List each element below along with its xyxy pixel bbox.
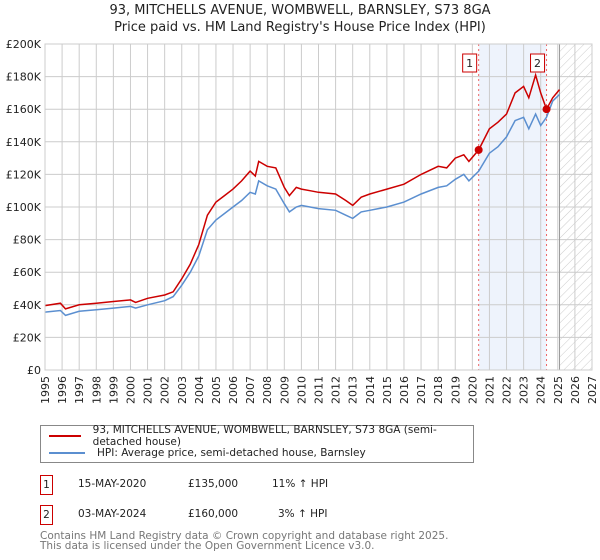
x-tick-label: 2009 xyxy=(278,376,291,404)
footer-copyright: Contains HM Land Registry data © Crown c… xyxy=(40,530,449,542)
sale-label-box xyxy=(530,53,546,73)
x-tick-label: 2005 xyxy=(210,376,223,404)
x-tick-label: 2015 xyxy=(381,376,394,404)
x-tick-label: 2014 xyxy=(364,376,377,404)
x-tick-label: 2027 xyxy=(586,376,599,404)
x-tick-label: 2011 xyxy=(313,376,326,404)
x-tick-label: 2008 xyxy=(261,376,274,404)
x-tick-label: 2006 xyxy=(227,376,240,404)
transaction-hpi: 3% ↑ HPI xyxy=(278,508,328,520)
transaction-price: £135,000 xyxy=(188,478,239,490)
x-tick-label: 1996 xyxy=(56,376,69,404)
y-tick-label: £140K xyxy=(6,136,42,149)
x-tick-label: 2001 xyxy=(142,376,155,404)
sale-label: 1 xyxy=(462,53,478,73)
hpi-series-line xyxy=(44,93,561,317)
x-tick-label: 2007 xyxy=(244,376,257,404)
chart-subtitle: Price paid vs. HM Land Registry's House … xyxy=(114,20,486,35)
x-tick-label: 2016 xyxy=(398,376,411,404)
chart-title: 93, MITCHELLS AVENUE, WOMBWELL, BARNSLEY… xyxy=(109,3,491,18)
transaction-date: 15-MAY-2020 xyxy=(78,478,147,490)
x-tick-label: 2023 xyxy=(518,376,531,404)
x-tick-label: 2004 xyxy=(193,376,206,404)
sale-label: 2 xyxy=(530,53,546,73)
legend: 93, MITCHELLS AVENUE, WOMBWELL, BARNSLEY… xyxy=(40,424,474,463)
footer: Contains HM Land Registry data © Crown c… xyxy=(40,530,449,552)
x-tick-label: 2000 xyxy=(124,376,137,404)
y-tick-label: £20K xyxy=(13,331,42,344)
y-tick-label: £160K xyxy=(6,103,42,116)
x-tick-label: 2018 xyxy=(432,376,445,404)
transaction-badge: 1 xyxy=(40,475,53,495)
x-tick-label: 2010 xyxy=(295,376,308,404)
y-tick-label: £200K xyxy=(6,38,42,51)
x-tick-label: 2020 xyxy=(466,376,479,404)
legend-property: 93, MITCHELLS AVENUE, WOMBWELL, BARNSLEY… xyxy=(92,424,437,448)
footer-licence: This data is licensed under the Open Gov… xyxy=(40,540,375,552)
property-series-line xyxy=(44,72,561,310)
x-tick-label: 2013 xyxy=(347,376,360,404)
y-tick-label: £0 xyxy=(27,364,41,377)
hpi-line-swatch xyxy=(49,452,85,454)
x-tick-label: 1997 xyxy=(73,376,86,404)
x-tick-label: 2026 xyxy=(569,376,582,404)
legend-hpi: HPI: Average price, semi-detached house,… xyxy=(97,447,366,459)
plot-border xyxy=(44,43,593,371)
x-tick-label: 2012 xyxy=(330,376,343,404)
x-tick-label: 2019 xyxy=(449,376,462,404)
y-tick-label: £100K xyxy=(6,201,42,214)
x-tick-label: 2003 xyxy=(176,376,189,404)
sale-label-text: 1 xyxy=(466,57,473,70)
property-line-swatch xyxy=(49,435,81,437)
x-tick-label: 1995 xyxy=(39,376,52,404)
x-tick-label: 2022 xyxy=(501,376,514,404)
transaction-date: 03-MAY-2024 xyxy=(78,508,147,520)
transaction-badge: 2 xyxy=(40,505,53,525)
sale-label-text: 2 xyxy=(534,57,541,70)
y-tick-label: £120K xyxy=(6,168,42,181)
x-tick-label: 2021 xyxy=(483,376,496,404)
x-tick-label: 2025 xyxy=(552,376,565,404)
x-tick-label: 1998 xyxy=(90,376,103,404)
x-tick-label: 1999 xyxy=(107,376,120,404)
y-tick-label: £60K xyxy=(13,266,42,279)
plot-area: 1995 1996 1997 1998 1999 2000 2001 2002 2003 2004… xyxy=(6,38,599,404)
y-tick-label: £40K xyxy=(13,299,42,312)
x-tick-label: 2024 xyxy=(535,376,548,404)
x-tick-label: 2017 xyxy=(415,376,428,404)
x-tick-label: 2002 xyxy=(159,376,172,404)
y-tick-label: £80K xyxy=(13,234,42,247)
transaction-price: £160,000 xyxy=(188,508,239,520)
sale-label-box xyxy=(462,53,478,73)
y-tick-label: £180K xyxy=(6,71,42,84)
sale-point xyxy=(542,105,551,114)
sale-point xyxy=(474,145,483,154)
transaction-hpi: 11% ↑ HPI xyxy=(272,478,329,490)
